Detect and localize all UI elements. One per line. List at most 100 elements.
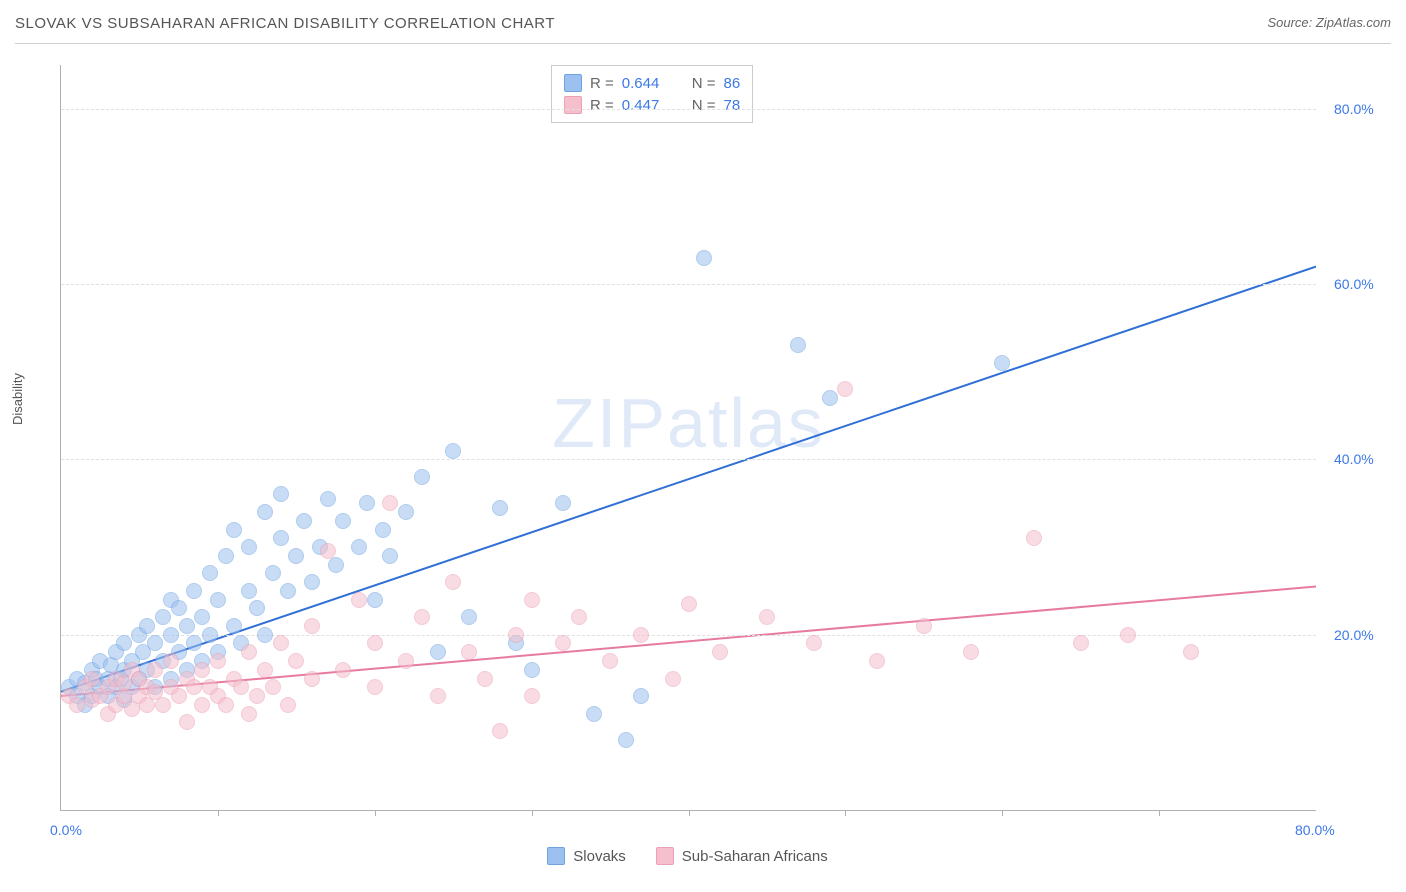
legend-swatch-ssa xyxy=(656,847,674,865)
data-point xyxy=(226,618,242,634)
data-point xyxy=(280,583,296,599)
legend-swatch-slovaks xyxy=(547,847,565,865)
data-point xyxy=(822,390,838,406)
legend-slovaks: Slovaks xyxy=(547,847,626,865)
data-point xyxy=(241,644,257,660)
data-point xyxy=(280,697,296,713)
x-tick-min: 0.0% xyxy=(50,822,82,838)
data-point xyxy=(492,723,508,739)
data-point xyxy=(335,662,351,678)
y-axis-label: Disability xyxy=(10,373,25,425)
data-point xyxy=(257,504,273,520)
data-point xyxy=(492,500,508,516)
data-point xyxy=(84,671,100,687)
data-point xyxy=(477,671,493,687)
data-point xyxy=(790,337,806,353)
data-point xyxy=(186,635,202,651)
data-point xyxy=(602,653,618,669)
data-point xyxy=(249,600,265,616)
x-tick-mark xyxy=(689,810,690,816)
gridline xyxy=(61,284,1316,285)
stats-legend: R = 0.644 N = 86 R = 0.447 N = 78 xyxy=(551,65,753,123)
x-tick-mark xyxy=(532,810,533,816)
data-point xyxy=(194,697,210,713)
data-point xyxy=(555,635,571,651)
data-point xyxy=(210,592,226,608)
data-point xyxy=(414,609,430,625)
data-point xyxy=(194,609,210,625)
data-point xyxy=(210,653,226,669)
data-point xyxy=(367,679,383,695)
x-tick-max: 80.0% xyxy=(1295,822,1335,838)
data-point xyxy=(147,635,163,651)
data-point xyxy=(633,688,649,704)
data-point xyxy=(618,732,634,748)
data-point xyxy=(335,513,351,529)
data-point xyxy=(382,495,398,511)
data-point xyxy=(681,596,697,612)
data-point xyxy=(359,495,375,511)
data-point xyxy=(461,609,477,625)
stats-row-ssa: R = 0.447 N = 78 xyxy=(564,94,740,116)
data-point xyxy=(524,592,540,608)
data-point xyxy=(320,491,336,507)
data-point xyxy=(265,679,281,695)
data-point xyxy=(1073,635,1089,651)
data-point xyxy=(571,609,587,625)
data-point xyxy=(249,688,265,704)
data-point xyxy=(288,653,304,669)
data-point xyxy=(139,618,155,634)
data-point xyxy=(430,644,446,660)
data-point xyxy=(155,697,171,713)
data-point xyxy=(837,381,853,397)
data-point xyxy=(163,653,179,669)
data-point xyxy=(241,583,257,599)
data-point xyxy=(257,627,273,643)
data-point xyxy=(963,644,979,660)
data-point xyxy=(265,565,281,581)
x-tick-mark xyxy=(1002,810,1003,816)
data-point xyxy=(320,543,336,559)
data-point xyxy=(155,609,171,625)
data-point xyxy=(806,635,822,651)
data-point xyxy=(994,355,1010,371)
data-point xyxy=(241,706,257,722)
swatch-slovaks xyxy=(564,74,582,92)
x-tick-mark xyxy=(845,810,846,816)
x-tick-mark xyxy=(1159,810,1160,816)
data-point xyxy=(445,574,461,590)
data-point xyxy=(916,618,932,634)
data-point xyxy=(179,618,195,634)
data-point xyxy=(759,609,775,625)
data-point xyxy=(382,548,398,564)
data-point xyxy=(186,583,202,599)
chart-container: Disability ZIPatlas R = 0.644 N = 86 R =… xyxy=(15,55,1391,875)
legend-ssa: Sub-Saharan Africans xyxy=(656,847,828,865)
data-point xyxy=(202,627,218,643)
data-point xyxy=(226,522,242,538)
y-tick-label: 60.0% xyxy=(1334,276,1374,292)
data-point xyxy=(202,565,218,581)
data-point xyxy=(398,653,414,669)
data-point xyxy=(414,469,430,485)
data-point xyxy=(461,644,477,660)
data-point xyxy=(712,644,728,660)
data-point xyxy=(665,671,681,687)
data-point xyxy=(1120,627,1136,643)
data-point xyxy=(241,539,257,555)
x-tick-mark xyxy=(218,810,219,816)
data-point xyxy=(257,662,273,678)
data-point xyxy=(524,662,540,678)
data-point xyxy=(233,679,249,695)
data-point xyxy=(1026,530,1042,546)
data-point xyxy=(351,592,367,608)
chart-title: SLOVAK VS SUBSAHARAN AFRICAN DISABILITY … xyxy=(15,15,555,32)
data-point xyxy=(696,250,712,266)
data-point xyxy=(171,688,187,704)
data-point xyxy=(273,635,289,651)
y-tick-label: 80.0% xyxy=(1334,101,1374,117)
plot-area: ZIPatlas R = 0.644 N = 86 R = 0.447 N = … xyxy=(60,65,1316,811)
data-point xyxy=(304,618,320,634)
data-point xyxy=(375,522,391,538)
data-point xyxy=(304,671,320,687)
